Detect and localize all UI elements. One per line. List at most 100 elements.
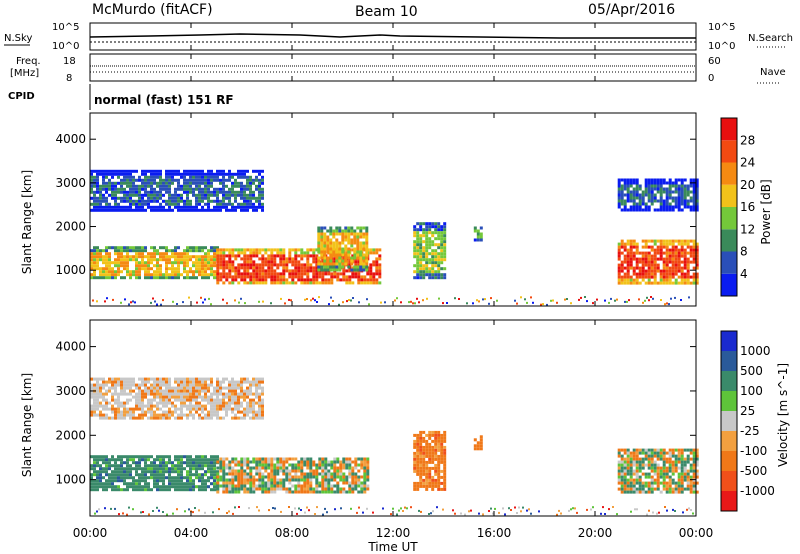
- echo-cell: [416, 436, 420, 440]
- echo-cell: [258, 300, 260, 303]
- echo-cell: [692, 490, 696, 494]
- echo-cell: [300, 263, 304, 267]
- echo-cell: [231, 208, 234, 212]
- echo-cell: [327, 278, 331, 282]
- echo-cell: [120, 264, 123, 268]
- echo-cell: [108, 178, 111, 182]
- echo-cell: [222, 377, 225, 381]
- echo-cell: [258, 463, 262, 467]
- echo-cell: [264, 484, 268, 488]
- echo-cell: [219, 398, 222, 402]
- echo-cell: [147, 380, 150, 384]
- echo-cell: [195, 410, 198, 414]
- echo-cell: [629, 469, 633, 473]
- echo-cell: [422, 273, 426, 277]
- echo-cell: [261, 457, 265, 461]
- echo-cell: [246, 380, 249, 384]
- echo-cell: [443, 484, 447, 488]
- echo-cell: [334, 508, 336, 511]
- echo-cell: [347, 232, 351, 236]
- echo-cell: [132, 413, 135, 417]
- echo-cell: [689, 451, 693, 455]
- echo-cell: [273, 472, 277, 476]
- echo-cell: [96, 461, 99, 465]
- echo-cell: [656, 199, 660, 203]
- echo-cell: [177, 193, 180, 197]
- power-ylabel: Slant Range [km]: [20, 170, 34, 274]
- echo-cell: [680, 466, 684, 470]
- echo-cell: [323, 259, 327, 263]
- echo-cell: [144, 172, 147, 176]
- echo-cell: [105, 175, 108, 179]
- echo-cell: [617, 199, 621, 203]
- echo-cell: [225, 487, 229, 491]
- echo-cell: [237, 463, 241, 467]
- echo-cell: [354, 460, 358, 464]
- echo-cell: [574, 507, 576, 510]
- echo-cell: [252, 263, 256, 267]
- echo-cell: [128, 303, 130, 306]
- echo-cell: [353, 241, 357, 245]
- echo-cell: [315, 281, 319, 285]
- echo-cell: [662, 260, 666, 264]
- echo-cell: [366, 457, 370, 461]
- echo-cell: [653, 208, 657, 212]
- echo-cell: [620, 178, 624, 182]
- echo-cell: [90, 392, 93, 396]
- echo-cell: [264, 490, 268, 494]
- echo-cell: [604, 513, 606, 515]
- echo-cell: [228, 472, 232, 476]
- echo-cell: [290, 299, 292, 302]
- echo-cell: [129, 383, 132, 387]
- echo-cell: [638, 466, 642, 470]
- echo-cell: [225, 404, 228, 408]
- echo-cell: [216, 205, 219, 209]
- echo-cell: [437, 237, 441, 241]
- echo-cell: [659, 184, 663, 188]
- echo-cell: [225, 266, 229, 270]
- echo-cell: [117, 476, 120, 480]
- echo-cell: [695, 460, 699, 464]
- echo-cell: [650, 281, 654, 285]
- echo-cell: [616, 298, 618, 301]
- echo-cell: [443, 225, 447, 229]
- echo-cell: [422, 463, 426, 467]
- echo-cell: [695, 454, 699, 458]
- echo-cell: [365, 229, 369, 233]
- echo-cell: [626, 266, 630, 270]
- echo-cell: [354, 484, 358, 488]
- echo-cell: [117, 169, 120, 173]
- echo-cell: [620, 263, 624, 267]
- echo-cell: [644, 472, 648, 476]
- echo-cell: [647, 481, 651, 485]
- echo-cell: [117, 383, 120, 387]
- echo-cell: [674, 481, 678, 485]
- beam-title: Beam 10: [355, 4, 418, 20]
- echo-cell: [353, 247, 357, 251]
- echo-cell: [273, 260, 277, 264]
- echo-cell: [225, 190, 228, 194]
- echo-cell: [183, 386, 186, 390]
- echo-cell: [186, 464, 189, 468]
- echo-cell: [207, 410, 210, 414]
- echo-cell: [231, 398, 234, 402]
- echo-cell: [356, 235, 360, 239]
- echo-cell: [350, 238, 354, 242]
- echo-cell: [650, 296, 652, 298]
- echo-cell: [406, 507, 408, 510]
- echo-cell: [237, 407, 240, 411]
- echo-cell: [416, 448, 420, 452]
- echo-cell: [683, 178, 687, 182]
- echo-cell: [369, 263, 373, 267]
- echo-cell: [422, 240, 426, 244]
- echo-cell: [258, 386, 261, 390]
- echo-cell: [336, 466, 340, 470]
- echo-cell: [171, 467, 174, 471]
- echo-cell: [351, 248, 355, 252]
- echo-cell: [312, 472, 316, 476]
- echo-cell: [222, 380, 225, 384]
- echo-cell: [623, 266, 627, 270]
- echo-cell: [162, 404, 165, 408]
- echo-cell: [680, 472, 684, 476]
- echo-cell: [222, 205, 225, 209]
